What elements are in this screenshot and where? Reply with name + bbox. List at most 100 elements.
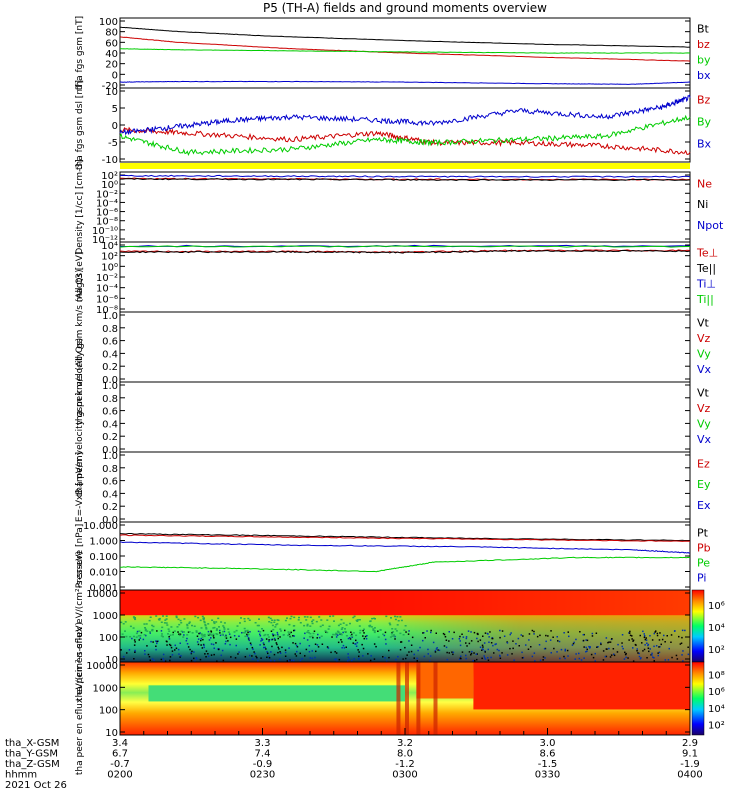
- spectrogram-pixel: [476, 633, 479, 635]
- x-tick-value: 8.0: [397, 749, 413, 760]
- spectrogram-pixel: [267, 652, 269, 655]
- panel-frame-2: [119, 171, 691, 243]
- y-tick-label: 10⁻⁸: [96, 305, 118, 316]
- spectrogram-pixel: [252, 658, 254, 660]
- spectrogram-pixel: [645, 637, 647, 639]
- x-tick-value: 0200: [107, 770, 132, 781]
- series-Pt: [119, 533, 691, 542]
- spectrogram-pixel: [350, 631, 352, 633]
- spectrogram-pixel: [326, 619, 329, 621]
- spectrogram-pixel: [210, 654, 213, 656]
- spectrogram-pixel: [299, 652, 301, 655]
- spectrogram-pixel: [222, 625, 225, 627]
- spectrogram-pixel: [203, 633, 206, 636]
- spectrogram-pixel: [210, 643, 213, 645]
- spectrogram-pixel: [207, 623, 210, 625]
- spectrogram-pixel: [377, 636, 380, 638]
- spectrogram-pixel: [484, 632, 487, 634]
- y-tick-label: 0.2: [102, 502, 118, 513]
- spectrogram-pixel: [443, 633, 446, 636]
- legend-label: Vx: [697, 433, 712, 446]
- spectrogram-pixel: [343, 647, 346, 649]
- spectrogram-pixel: [365, 638, 368, 640]
- y-tick-label: 10: [105, 728, 118, 739]
- series-Pe: [120, 556, 691, 573]
- spectrogram-pixel: [146, 645, 148, 647]
- spectrogram-pixel: [204, 624, 207, 627]
- spectrogram-pixel: [674, 630, 676, 632]
- spectrogram-pixel: [211, 619, 214, 621]
- spectrogram-pixel: [176, 626, 179, 628]
- spectrogram-pixel: [556, 636, 558, 638]
- spectrogram-pixel: [277, 637, 279, 640]
- spectrogram-pixel: [659, 646, 661, 648]
- spectrogram-pixel: [260, 637, 263, 640]
- spectrogram-pixel: [225, 637, 228, 639]
- spectrogram-pixel: [244, 630, 247, 632]
- spectrogram-pixel: [461, 651, 464, 653]
- spectrogram-pixel: [134, 617, 136, 619]
- series-Pi: [119, 541, 691, 554]
- spectrogram-pixel: [280, 630, 282, 632]
- spectrogram-pixel: [406, 654, 408, 656]
- spectrogram-pixel: [303, 616, 306, 618]
- y-tick-label: 0.8: [102, 394, 118, 405]
- spectrogram-pixel: [617, 643, 619, 646]
- spectrogram-pixel: [484, 651, 486, 653]
- spectrogram-pixel: [639, 634, 641, 637]
- spectrogram-pixel: [190, 651, 192, 654]
- spectrogram-pixel: [445, 646, 448, 649]
- x-row-label: hhmm: [5, 770, 37, 781]
- spectrogram-pixel: [284, 651, 287, 654]
- spectrogram-pixel: [301, 658, 303, 660]
- spectrogram-pixel: [225, 634, 227, 637]
- spectrogram-pixel: [356, 641, 359, 644]
- spectrogram-pixel: [151, 658, 154, 660]
- spectrogram-pixel: [560, 648, 563, 651]
- spectrogram-pixel: [247, 637, 250, 639]
- spectrogram-pixel: [179, 656, 181, 658]
- spectrogram-pixel: [448, 652, 450, 654]
- spectrogram-pixel: [511, 653, 513, 655]
- spectrogram-pixel: [286, 660, 289, 662]
- spectrogram-pixel: [321, 624, 324, 626]
- spectrogram-pixel: [247, 633, 250, 636]
- spectrogram-pixel: [133, 644, 136, 646]
- spectrogram-pixel: [152, 641, 154, 643]
- spectrogram-pixel: [345, 624, 348, 626]
- spectrogram-pixel: [134, 649, 136, 652]
- spectrogram-pixel: [236, 625, 239, 627]
- spectrogram-pixel: [259, 644, 261, 646]
- spectrogram-pixel: [305, 648, 308, 651]
- x-tick-value: 3.4: [112, 738, 128, 749]
- x-tick-value: 7.4: [255, 749, 271, 760]
- spectrogram-pixel: [349, 638, 352, 640]
- y-tick-label: 10⁻¹⁰: [92, 226, 118, 237]
- spectrogram-pixel: [499, 629, 501, 632]
- spectrogram-pixel: [267, 636, 270, 638]
- spectrogram-pixel: [196, 641, 199, 643]
- spectrogram-pixel: [277, 635, 279, 637]
- spectrogram-pixel: [257, 660, 259, 662]
- panel-frame-5: [119, 381, 691, 453]
- spectrogram-pixel: [183, 631, 185, 633]
- spectrogram-pixel: [681, 629, 684, 632]
- spectrogram-pixel: [270, 638, 273, 641]
- spectrogram-pixel: [509, 633, 511, 636]
- y-tick-label: 40: [105, 49, 118, 60]
- y-tick-label: 1.0: [102, 311, 118, 322]
- spectrogram-pixel: [385, 643, 387, 645]
- spectrogram-pixel: [288, 623, 291, 626]
- spectrogram-pixel: [368, 625, 371, 627]
- spectrogram-pixel: [651, 639, 654, 641]
- spectrogram-pixel: [373, 627, 376, 629]
- spectrogram-pixel: [644, 638, 647, 641]
- spectrogram-pixel: [393, 634, 395, 636]
- spectrogram-pixel: [499, 636, 501, 639]
- spectrogram-pixel: [279, 651, 281, 653]
- spectrogram-pixel: [308, 651, 311, 653]
- spectrogram-pixel: [162, 615, 164, 617]
- spectrogram-pixel: [391, 635, 394, 637]
- y-tick-label: 0.100: [89, 552, 118, 563]
- spectrogram-pixel: [148, 619, 151, 622]
